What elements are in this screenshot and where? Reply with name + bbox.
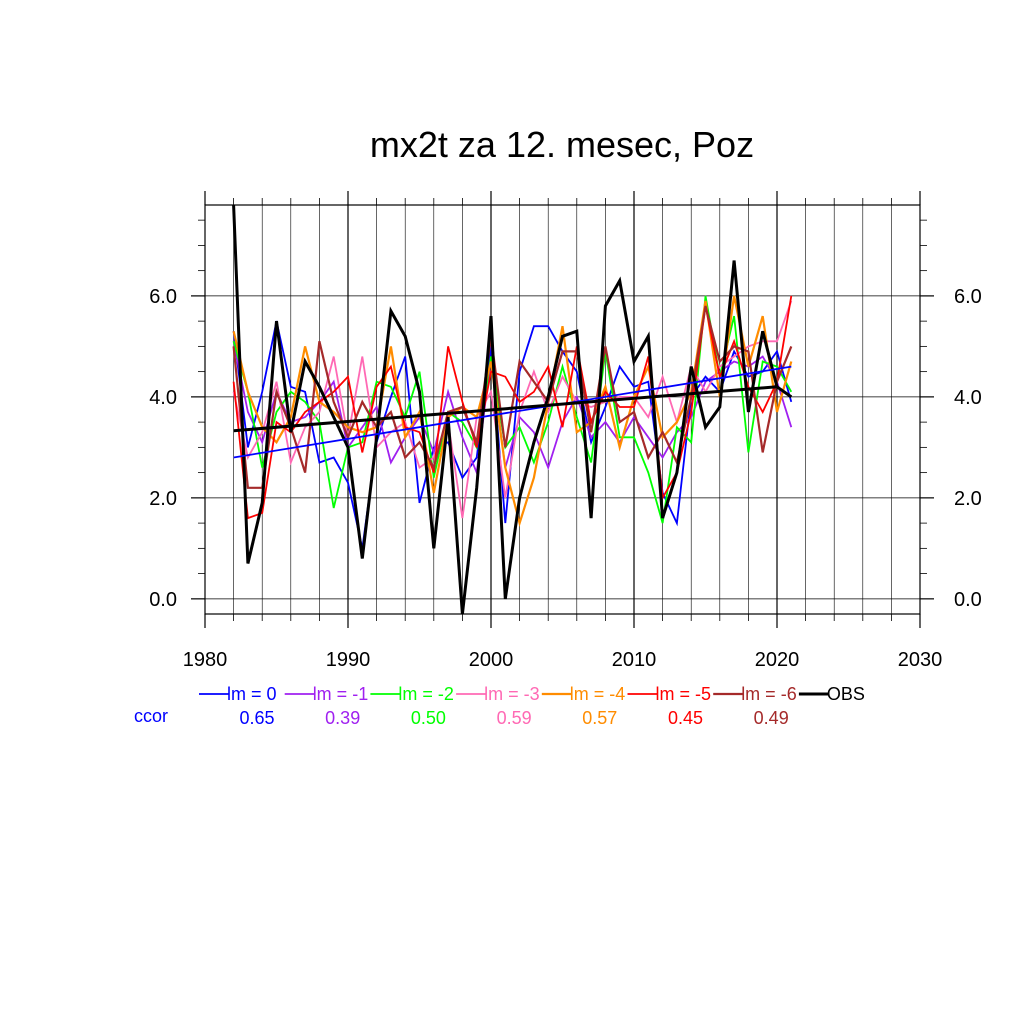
- x-tick-label: 1980: [183, 649, 228, 671]
- y-tick-label-left: 2.0: [149, 488, 177, 510]
- legend-entry-label: lm = -3: [484, 684, 540, 704]
- x-tick-label: 2010: [612, 649, 657, 671]
- y-tick-label-right: 6.0: [954, 286, 982, 308]
- series-line-6: [232, 305, 793, 489]
- chart-title: mx2t za 12. mesec, Poz: [370, 124, 754, 165]
- legend: ccor lm = 0 0.65 lm = -1 0.39 lm = -2 0.50 lm =…: [134, 684, 865, 728]
- ccor-value: 0.49: [754, 708, 789, 728]
- series-line-3: [232, 300, 793, 519]
- ccor-value: 0.39: [325, 708, 360, 728]
- series-lines: [232, 204, 793, 615]
- trend-line-0: [233, 365, 792, 459]
- y-tick-label-left: 0.0: [149, 589, 177, 611]
- legend-entry-label: lm = -6: [741, 684, 797, 704]
- legend-entry-label: lm = -4: [570, 684, 626, 704]
- ccor-value: 0.59: [497, 708, 532, 728]
- series-line-5: [232, 295, 793, 520]
- y-tick-label-right: 2.0: [954, 488, 982, 510]
- y-tick-label-left: 4.0: [149, 387, 177, 409]
- series-line-7: [232, 204, 793, 615]
- y-tick-label-left: 6.0: [149, 286, 177, 308]
- series-line-2: [232, 295, 793, 524]
- ccor-label: ccor: [134, 706, 168, 726]
- ccor-value: 0.45: [668, 708, 703, 728]
- y-tick-label-right: 0.0: [954, 589, 982, 611]
- legend-entry-label: OBS: [827, 684, 865, 704]
- x-tick-label: 2030: [898, 649, 943, 671]
- legend-entry-label: lm = 0: [227, 684, 277, 704]
- ccor-value: 0.57: [582, 708, 617, 728]
- plot-frame: [204, 204, 921, 615]
- axes: 1980 1990 2000 2010 2020 2030 0.0 0.0 2.0 2.0 4.0 4…: [149, 191, 982, 671]
- x-tick-label: 2000: [469, 649, 514, 671]
- x-tick-label: 1990: [326, 649, 371, 671]
- legend-entry-label: lm = -5: [656, 684, 712, 704]
- ccor-value: 0.50: [411, 708, 446, 728]
- y-tick-label-right: 4.0: [954, 387, 982, 409]
- legend-entry-label: lm = -1: [313, 684, 369, 704]
- ccor-value: 0.65: [239, 708, 274, 728]
- trend-lines: [233, 365, 792, 459]
- x-tick-label: 2020: [755, 649, 800, 671]
- legend-entry-label: lm = -2: [398, 684, 454, 704]
- trend-line-1: [233, 385, 778, 433]
